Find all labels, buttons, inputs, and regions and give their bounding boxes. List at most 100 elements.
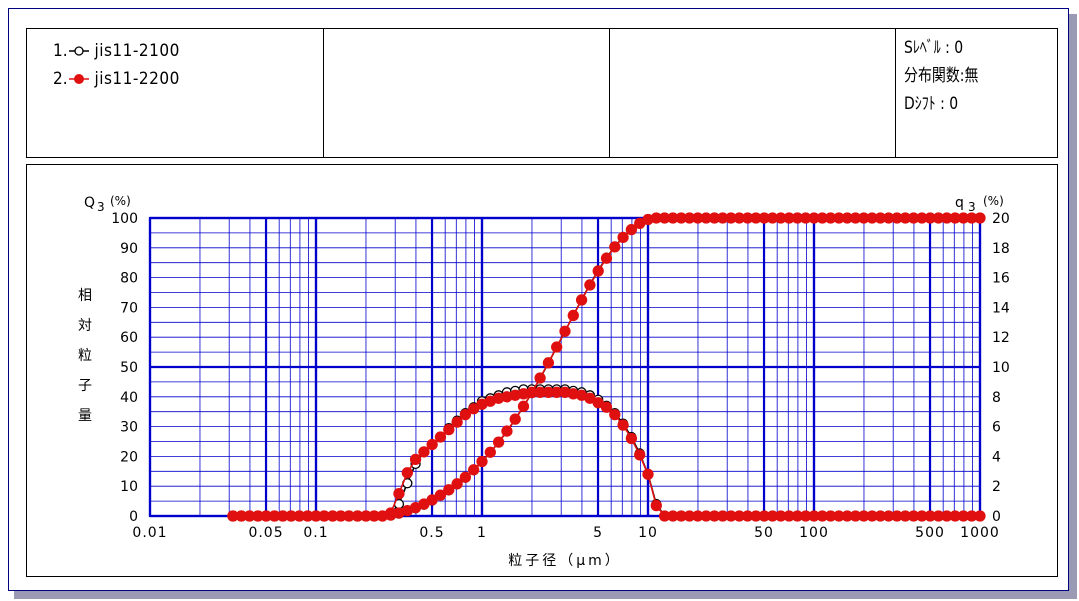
y-right-tick-label: 18 <box>992 241 1010 257</box>
frequency-point <box>617 419 629 431</box>
cumulative-point <box>501 425 513 437</box>
right-axis-subscript: 3 <box>968 200 976 214</box>
frequency-point <box>642 468 654 480</box>
frequency-point <box>600 401 613 413</box>
frequency-point <box>401 467 413 479</box>
cumulative-point <box>517 400 530 412</box>
y-right-tick-label: 16 <box>992 271 1010 287</box>
frequency-point <box>434 431 447 443</box>
frequency-point <box>634 449 646 461</box>
cumulative-point <box>509 413 521 425</box>
series-2 <box>227 212 986 522</box>
tick-layer: 0102030405060708090100024681012141618200… <box>111 211 1010 541</box>
series-layer <box>227 212 986 522</box>
y-right-tick-label: 14 <box>992 300 1010 316</box>
smoothing-level: Sﾚﾍﾞﾙ : 0 <box>904 38 964 58</box>
legend-item-2: 2. jis11-2200 <box>53 69 180 89</box>
axis-title-layer: Q 3 (%) q 3 (%) 粒子径（μm） <box>84 194 1004 569</box>
cumulative-point <box>492 436 505 448</box>
left-axis-unit: (%) <box>110 194 131 208</box>
y-left-tick-label: 80 <box>120 271 138 287</box>
y-left-tick-label: 50 <box>120 360 138 376</box>
cumulative-point <box>575 294 588 306</box>
grid-layer <box>148 216 982 518</box>
frequency-point <box>459 409 472 421</box>
legend-item-1: 1. jis11-2100 <box>53 41 180 61</box>
y-left-tick-label: 70 <box>120 300 138 316</box>
ylabel-char: 子 <box>78 378 92 394</box>
cumulative-point <box>476 455 488 468</box>
filled-circle-marker-icon <box>68 74 89 84</box>
cumulative-point <box>434 489 447 501</box>
legend-label: jis11-2200 <box>94 69 180 89</box>
y-left-tick-label: 90 <box>120 241 138 257</box>
header-panel: 1. jis11-2100 2. jis11-2200 Sﾚﾍﾞﾙ : 0 分布… <box>26 28 1058 158</box>
legend-label: jis11-2100 <box>94 41 180 61</box>
y-right-tick-label: 0 <box>992 509 1001 525</box>
x-tick-label: 0.5 <box>419 525 444 541</box>
x-tick-label: 0.05 <box>248 525 283 541</box>
cumulative-point <box>974 212 986 224</box>
cumulative-point <box>534 372 546 384</box>
y-left-tick-label: 60 <box>120 330 138 346</box>
cumulative-point <box>559 325 571 337</box>
cumulative-point <box>551 341 563 353</box>
x-tick-label: 0.1 <box>303 525 328 541</box>
cumulative-point <box>451 478 463 490</box>
x-tick-label: 5 <box>593 525 603 541</box>
y-right-tick-label: 12 <box>992 330 1010 346</box>
cumulative-point <box>617 231 629 244</box>
x-axis-title: 粒子径（μm） <box>508 553 622 569</box>
plot-border <box>148 216 982 518</box>
frequency-point <box>443 423 455 436</box>
left-axis-symbol: Q <box>84 195 95 211</box>
x-tick-label: 0.01 <box>132 525 167 541</box>
cumulative-point <box>459 471 472 483</box>
legend-number: 1. <box>53 41 68 61</box>
y-right-tick-label: 2 <box>992 479 1001 495</box>
x-tick-label: 1000 <box>960 525 1000 541</box>
frequency-point <box>974 510 986 522</box>
ylabel-char: 粒 <box>78 348 92 364</box>
x-tick-label: 10 <box>638 525 658 541</box>
y-right-tick-label: 10 <box>992 360 1010 376</box>
x-tick-label: 100 <box>799 525 829 541</box>
cumulative-point <box>600 252 613 264</box>
frequency-point <box>609 409 621 421</box>
right-axis-unit: (%) <box>983 194 1004 208</box>
cumulative-point <box>609 241 621 253</box>
x-tick-label: 50 <box>754 525 774 541</box>
frequency-point <box>625 432 638 445</box>
frequency-point <box>650 499 662 512</box>
y-left-tick-label: 40 <box>120 390 138 406</box>
header-cell-2 <box>323 29 609 157</box>
cumulative-point <box>625 223 638 236</box>
y-left-tick-label: 10 <box>120 479 138 495</box>
frequency-point <box>393 487 405 500</box>
y-left-tick-label: 30 <box>120 420 138 436</box>
frequency-point <box>426 438 438 451</box>
open-circle-marker-icon <box>68 46 89 56</box>
y-right-tick-label: 4 <box>992 449 1001 465</box>
frequency-point <box>451 416 463 428</box>
cumulative-point <box>542 357 555 369</box>
cumulative-point <box>567 309 579 322</box>
ylabel-char: 量 <box>78 408 92 424</box>
legend-number: 2. <box>53 69 68 89</box>
cumulative-point <box>584 279 596 291</box>
y-left-tick-label: 0 <box>129 509 138 525</box>
left-axis-subscript: 3 <box>97 200 105 214</box>
y-left-tick-label: 100 <box>111 211 138 227</box>
stats-cell: Sﾚﾍﾞﾙ : 0 分布関数:無 Dｼﾌﾄ : 0 <box>895 29 1058 157</box>
cumulative-point <box>592 265 604 277</box>
right-axis-symbol: q <box>955 195 964 211</box>
frequency-point <box>418 446 430 458</box>
frequency-point <box>409 453 422 466</box>
x-tick-label: 1 <box>477 525 487 541</box>
y-left-tick-label: 20 <box>120 449 138 465</box>
report-frame <box>8 8 1069 591</box>
header-cell-3 <box>609 29 895 157</box>
ylabel-char: 相 <box>78 288 92 304</box>
